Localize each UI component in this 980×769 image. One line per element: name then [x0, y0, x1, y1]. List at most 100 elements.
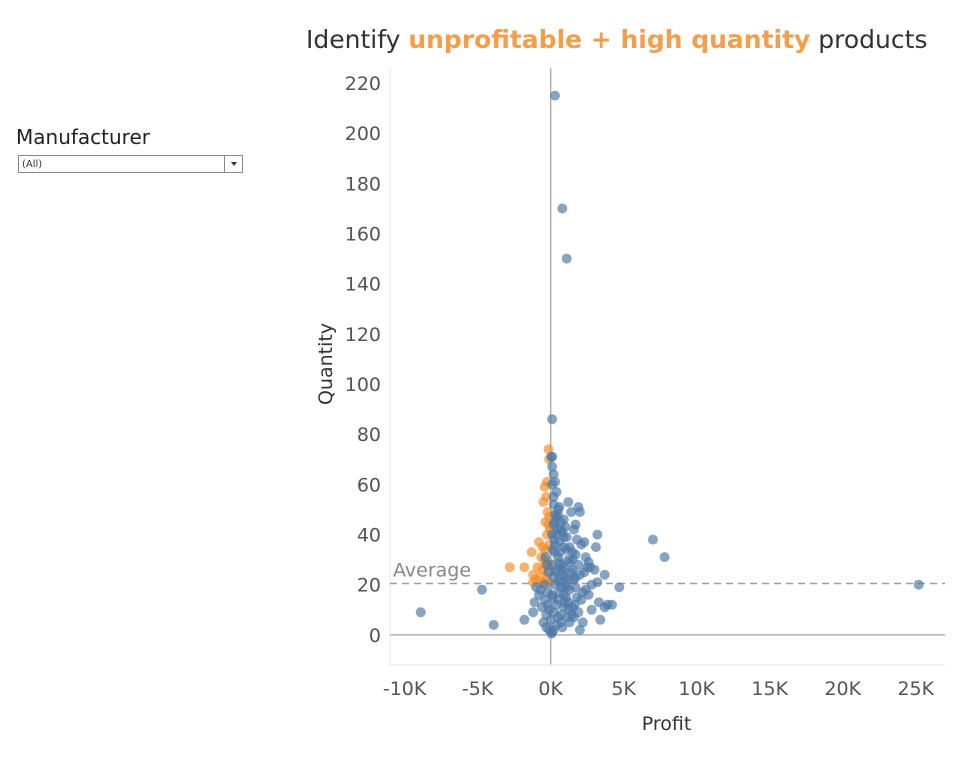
data-point[interactable] — [557, 203, 568, 214]
y-tick-label: 100 — [345, 374, 381, 396]
data-point[interactable] — [574, 507, 585, 517]
title-suffix: products — [810, 25, 928, 54]
data-point[interactable] — [550, 564, 561, 575]
y-tick-label: 80 — [357, 424, 381, 446]
data-point[interactable] — [540, 552, 551, 563]
data-point[interactable] — [519, 562, 530, 573]
data-point[interactable] — [570, 582, 581, 593]
data-point[interactable] — [547, 479, 558, 490]
data-point[interactable] — [614, 582, 625, 593]
data-point[interactable] — [586, 604, 597, 615]
page-title: Identify unprofitable + high quantity pr… — [306, 22, 927, 58]
data-point[interactable] — [570, 549, 581, 560]
x-axis-title: Profit — [642, 713, 692, 735]
data-point[interactable] — [607, 599, 617, 610]
y-tick-label: 160 — [345, 224, 381, 246]
data-point[interactable] — [561, 544, 572, 555]
y-tick-label: 20 — [357, 575, 381, 597]
data-point[interactable] — [913, 579, 924, 590]
data-point[interactable] — [504, 562, 515, 573]
x-tick-label: 15K — [751, 678, 788, 700]
data-point[interactable] — [579, 567, 590, 578]
y-tick-label: 120 — [345, 324, 381, 346]
y-axis-ticks: 0 20 40 60 80 100 120 140 160 180 200 220 — [345, 73, 381, 647]
data-point[interactable] — [553, 504, 563, 515]
x-tick-label: 0K — [538, 678, 563, 700]
title-prefix: Identify — [306, 25, 409, 54]
data-point[interactable] — [559, 597, 570, 608]
y-axis-title: Quantity — [315, 323, 337, 405]
chevron-down-icon — [231, 162, 237, 166]
x-tick-label: 25K — [897, 678, 934, 700]
data-point[interactable] — [528, 607, 539, 618]
y-tick-label: 180 — [345, 173, 381, 195]
data-point[interactable] — [547, 414, 558, 425]
average-label: Average — [393, 559, 471, 581]
data-point[interactable] — [555, 517, 566, 527]
data-point[interactable] — [543, 444, 554, 455]
y-tick-label: 200 — [345, 123, 381, 145]
dropdown-button[interactable] — [224, 156, 242, 172]
data-point[interactable] — [570, 572, 581, 583]
x-axis-ticks: -10K -5K 0K 5K 10K 15K 20K 25K — [383, 678, 935, 700]
data-point[interactable] — [562, 612, 573, 623]
y-tick-label: 140 — [345, 274, 381, 296]
data-point[interactable] — [519, 614, 530, 625]
manufacturer-filter-label: Manufacturer — [16, 125, 150, 149]
data-point[interactable] — [531, 582, 542, 593]
data-point[interactable] — [546, 451, 557, 462]
data-point[interactable] — [569, 599, 580, 610]
data-point[interactable] — [586, 579, 597, 590]
data-point[interactable] — [547, 461, 558, 472]
data-point[interactable] — [659, 552, 670, 563]
x-tick-label: 5K — [611, 678, 636, 700]
data-point[interactable] — [564, 557, 575, 568]
reference-line-group: Average — [390, 559, 945, 585]
data-point[interactable] — [547, 529, 558, 540]
data-point[interactable] — [553, 574, 564, 585]
data-point[interactable] — [415, 607, 426, 618]
data-points — [415, 90, 924, 639]
data-point[interactable] — [488, 619, 499, 630]
data-point[interactable] — [566, 507, 577, 517]
data-point[interactable] — [589, 564, 600, 575]
data-point[interactable] — [548, 469, 559, 480]
data-point[interactable] — [567, 564, 578, 575]
data-point[interactable] — [550, 90, 560, 101]
x-tick-label: -10K — [383, 678, 427, 700]
x-tick-label: -5K — [462, 678, 494, 700]
data-point[interactable] — [577, 617, 588, 628]
data-point[interactable] — [599, 569, 610, 580]
data-point[interactable] — [647, 534, 658, 545]
axis-lines — [389, 68, 945, 666]
data-point[interactable] — [547, 544, 558, 555]
data-point[interactable] — [538, 497, 549, 507]
manufacturer-filter-dropdown[interactable]: (All) — [18, 155, 243, 173]
data-point[interactable] — [477, 584, 487, 595]
y-tick-label: 60 — [357, 474, 381, 496]
data-point[interactable] — [547, 592, 558, 603]
data-point[interactable] — [539, 579, 550, 590]
data-point[interactable] — [526, 547, 537, 558]
data-point[interactable] — [561, 253, 572, 264]
data-point[interactable] — [569, 524, 579, 535]
data-point[interactable] — [548, 491, 559, 502]
data-point[interactable] — [556, 582, 567, 593]
data-point[interactable] — [551, 599, 562, 610]
data-point[interactable] — [540, 544, 551, 555]
data-point[interactable] — [592, 529, 603, 540]
y-tick-label: 220 — [345, 73, 381, 95]
data-point[interactable] — [583, 557, 594, 568]
manufacturer-filter-value: (All) — [22, 159, 43, 170]
title-highlight: unprofitable + high quantity — [408, 25, 811, 54]
data-point[interactable] — [529, 597, 540, 608]
data-point[interactable] — [590, 542, 601, 553]
data-point[interactable] — [544, 624, 555, 635]
y-tick-label: 0 — [369, 625, 381, 647]
data-point[interactable] — [576, 539, 587, 550]
x-tick-label: 20K — [824, 678, 861, 700]
data-point[interactable] — [574, 624, 585, 635]
data-point[interactable] — [595, 614, 606, 625]
data-point[interactable] — [563, 497, 574, 507]
data-point[interactable] — [558, 532, 569, 543]
